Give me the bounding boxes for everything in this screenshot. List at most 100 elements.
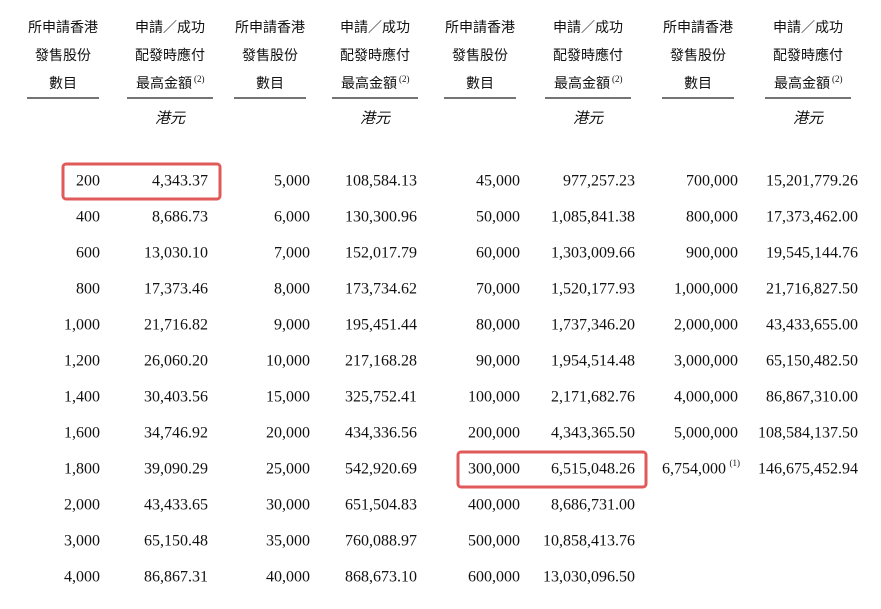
shares-cell: 800,000: [686, 209, 738, 226]
amount-cell: 43,433,655.00: [766, 317, 858, 334]
shares-cell: 10,000: [266, 353, 310, 370]
header-note: (2): [832, 74, 843, 84]
shares-cell: 4,000,000: [674, 389, 738, 406]
amount-cell: 651,504.83: [345, 497, 417, 514]
amount-cell: 434,336.56: [345, 425, 417, 442]
amount-cell: 173,734.62: [345, 281, 417, 298]
shares-cell: 2,000: [64, 497, 100, 514]
amount-cell: 1,303,009.66: [551, 245, 635, 262]
amount-cell: 86,867.31: [144, 569, 208, 586]
shares-cell: 400,000: [468, 497, 520, 514]
header-text: 發售股份: [35, 48, 91, 64]
amount-cell: 6,515,048.26: [551, 461, 635, 478]
header-text: 所申請香港: [663, 20, 733, 36]
amount-cell: 21,716.82: [144, 317, 208, 334]
shares-cell: 1,000,000: [674, 281, 738, 298]
shares-cell: 15,000: [266, 389, 310, 406]
amount-cell: 4,343.37: [152, 173, 208, 190]
shares-cell: 2,000,000: [674, 317, 738, 334]
shares-cell: 1,800: [64, 461, 100, 478]
header-text: 申請／成功: [340, 20, 410, 36]
unit-label: 港元: [573, 109, 604, 127]
amount-cell: 15,201,779.26: [766, 173, 858, 190]
unit-label: 港元: [793, 109, 824, 127]
header-text: 申請／成功: [773, 20, 843, 36]
header-text: 最高金額: [554, 75, 610, 92]
header-text: 最高金額: [341, 75, 397, 92]
shares-cell: 800: [76, 281, 100, 298]
amount-cell: 977,257.23: [563, 173, 635, 190]
amount-cell: 30,403.56: [144, 389, 208, 406]
shares-cell: 1,400: [64, 389, 100, 406]
header-text: 最高金額: [774, 75, 830, 92]
amount-cell: 4,343,365.50: [551, 425, 635, 442]
shares-cell: 400: [76, 209, 100, 226]
shares-cell: 900,000: [686, 245, 738, 262]
header-text: 配發時應付: [773, 47, 843, 64]
amount-cell: 34,746.92: [144, 425, 208, 442]
amount-cell: 760,088.97: [345, 533, 417, 550]
header-text: 所申請香港: [28, 20, 98, 36]
amount-cell: 1,737,346.20: [551, 317, 635, 334]
shares-cell: 70,000: [476, 281, 520, 298]
amount-cell: 65,150,482.50: [766, 353, 858, 370]
amount-cell: 152,017.79: [345, 245, 417, 262]
shares-cell: 45,000: [476, 173, 520, 190]
amount-cell: 195,451.44: [345, 317, 417, 334]
unit-label: 港元: [360, 109, 391, 127]
shares-cell: 30,000: [266, 497, 310, 514]
amount-cell: 65,150.48: [144, 533, 208, 550]
header-text: 數目: [256, 76, 284, 92]
shares-cell: 5,000,000: [674, 425, 738, 442]
shares-cell: 700,000: [686, 173, 738, 190]
amount-cell: 26,060.20: [144, 353, 208, 370]
shares-cell: 6,000: [274, 209, 310, 226]
amount-cell: 108,584.13: [345, 173, 417, 190]
amount-cell: 2,171,682.76: [551, 389, 635, 406]
header-text: 發售股份: [670, 48, 726, 64]
shares-cell: 40,000: [266, 569, 310, 586]
shares-cell: 9,000: [274, 317, 310, 334]
header-text: 申請／成功: [135, 20, 205, 36]
shares-cell: 1,000: [64, 317, 100, 334]
shares-cell: 3,000: [64, 533, 100, 550]
amount-cell: 17,373.46: [144, 281, 208, 298]
header-text: 發售股份: [452, 48, 508, 64]
amount-cell: 108,584,137.50: [758, 425, 858, 442]
shares-cell: 500,000: [468, 533, 520, 550]
header-text: 最高金額: [136, 75, 192, 92]
header-text: 所申請香港: [235, 20, 305, 36]
amount-cell: 868,673.10: [345, 569, 417, 586]
amount-cell: 130,300.96: [345, 209, 417, 226]
shares-cell: 100,000: [468, 389, 520, 406]
shares-cell: 35,000: [266, 533, 310, 550]
header-note: (2): [399, 74, 410, 84]
amount-cell: 1,520,177.93: [551, 281, 635, 298]
amount-cell: 542,920.69: [345, 461, 417, 478]
amount-cell: 1,954,514.48: [551, 353, 635, 370]
amount-cell: 217,168.28: [345, 353, 417, 370]
shares-cell: 3,000,000: [674, 353, 738, 370]
shares-cell: 1,200: [64, 353, 100, 370]
amount-cell: 1,085,841.38: [551, 209, 635, 226]
header-text: 所申請香港: [445, 20, 515, 36]
shares-cell: 200: [76, 173, 100, 190]
shares-cell: 5,000: [274, 173, 310, 190]
amount-cell: 43,433.65: [144, 497, 208, 514]
amount-cell: 17,373,462.00: [766, 209, 858, 226]
amount-cell: 19,545,144.76: [766, 245, 858, 262]
amount-cell: 39,090.29: [144, 461, 208, 478]
shares-cell: 50,000: [476, 209, 520, 226]
amount-cell: 8,686,731.00: [551, 497, 635, 514]
shares-cell: 4,000: [64, 569, 100, 586]
header-text: 配發時應付: [135, 47, 205, 64]
highlight-box: [456, 450, 648, 489]
header-text: 數目: [466, 76, 494, 92]
amount-cell: 13,030.10: [144, 245, 208, 262]
footnote-mark: (1): [730, 458, 741, 468]
header-text: 申請／成功: [553, 20, 623, 36]
shares-cell: 300,000: [468, 461, 520, 478]
amount-cell: 8,686.73: [152, 209, 208, 226]
shares-cell: 80,000: [476, 317, 520, 334]
